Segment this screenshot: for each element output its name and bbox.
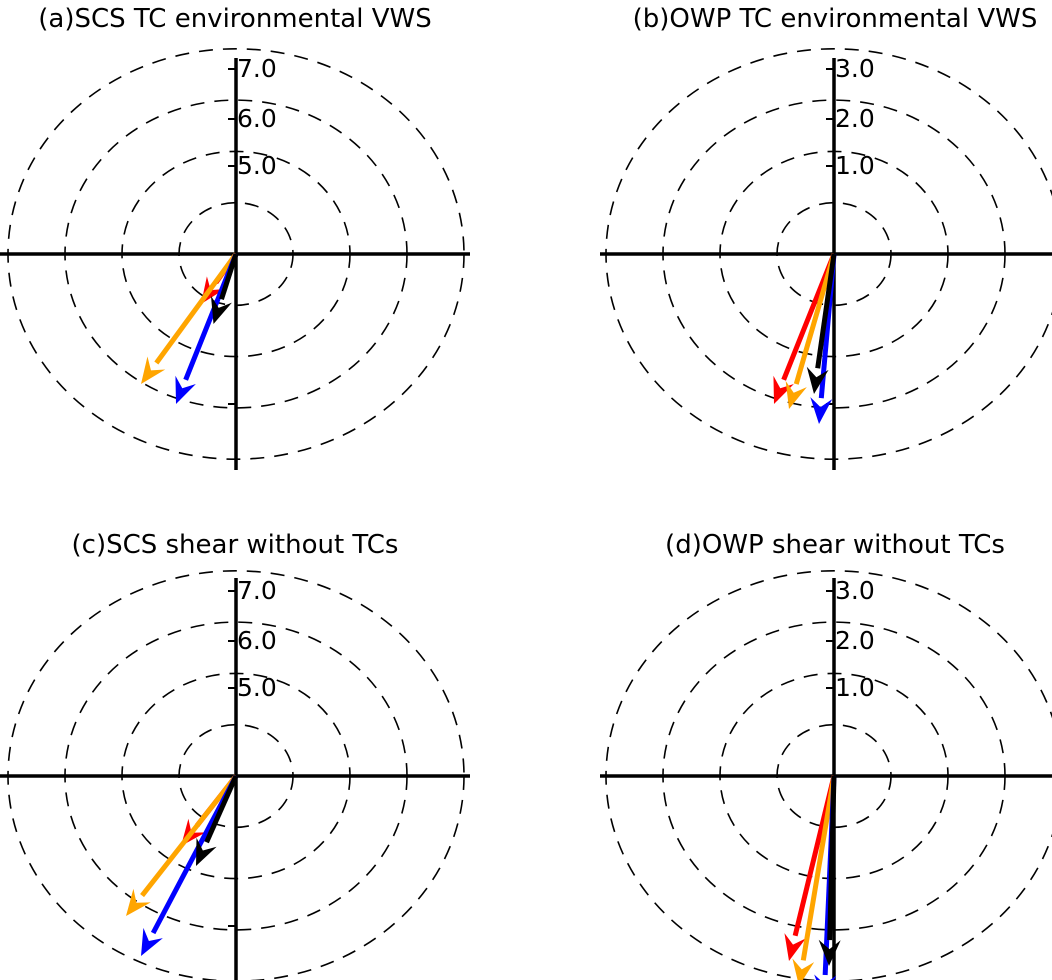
vector-shaft bbox=[800, 775, 837, 961]
radial-tick-label: 7.0 bbox=[237, 54, 277, 83]
shear-vector bbox=[196, 774, 239, 866]
panel-title: (a)SCS TC environmental VWS bbox=[38, 4, 432, 34]
vector-shaft bbox=[793, 253, 837, 385]
shear-vector bbox=[806, 253, 837, 394]
vector-shaft bbox=[827, 775, 837, 941]
radial-tick-label: 2.0 bbox=[835, 104, 875, 133]
radial-tick-label: 3.0 bbox=[835, 576, 875, 605]
polar-plot-d: 1.0 2.0 3.0 bbox=[600, 570, 1052, 980]
vector-arrowhead bbox=[773, 375, 794, 404]
radial-tick-label: 2.0 bbox=[835, 626, 875, 655]
vector-arrowhead bbox=[785, 380, 807, 409]
shear-vector bbox=[141, 252, 239, 384]
vector-arrowhead bbox=[126, 888, 151, 916]
radial-tick-label: 6.0 bbox=[237, 626, 277, 655]
vector-shaft bbox=[140, 774, 238, 898]
vector-arrowhead bbox=[792, 958, 815, 980]
panel-d: (d)OWP shear without TCs 1.0 2.0 3.0 bbox=[600, 520, 1052, 980]
vector-arrowhead bbox=[175, 375, 196, 404]
panel-b: (b)OWP TC environmental VWS 1.0 2.0 3.0 bbox=[600, 0, 1052, 470]
panel-c: (c)SCS shear without TCs 5.0 6.0 7.0 bbox=[0, 520, 470, 980]
vector-shaft bbox=[154, 252, 239, 365]
shear-vector bbox=[792, 775, 837, 980]
shear-vector bbox=[785, 253, 837, 409]
shear-vector bbox=[126, 774, 238, 916]
radial-tick-label: 3.0 bbox=[835, 54, 875, 83]
polar-plot-b: 1.0 2.0 3.0 bbox=[600, 48, 1052, 470]
vector-arrowhead bbox=[210, 295, 232, 324]
shear-vector bbox=[818, 775, 841, 966]
vector-arrowhead bbox=[806, 366, 829, 394]
vector-shaft bbox=[204, 774, 239, 844]
panel-a: (a)SCS TC environmental VWS 5.0 6.0 7.0 bbox=[0, 0, 470, 470]
vector-arrowhead bbox=[814, 974, 837, 980]
panel-title: (c)SCS shear without TCs bbox=[71, 530, 399, 560]
vector-arrowhead bbox=[141, 927, 163, 956]
radial-tick-label: 5.0 bbox=[237, 151, 277, 180]
radial-tick-label: 1.0 bbox=[835, 151, 875, 180]
polar-plot-a: 5.0 6.0 7.0 bbox=[0, 48, 470, 470]
vector-arrowhead bbox=[818, 939, 841, 966]
vector-arrowhead bbox=[141, 356, 166, 384]
panel-title: (d)OWP shear without TCs bbox=[665, 530, 1005, 560]
vector-shaft bbox=[815, 253, 837, 369]
radial-tick-label: 6.0 bbox=[237, 104, 277, 133]
panel-title: (b)OWP TC environmental VWS bbox=[632, 4, 1038, 34]
vector-arrowhead bbox=[196, 837, 217, 866]
vector-shaft bbox=[219, 253, 239, 301]
radial-tick-label: 7.0 bbox=[237, 576, 277, 605]
vector-arrowhead bbox=[784, 933, 806, 961]
radial-tick-label: 1.0 bbox=[835, 673, 875, 702]
shear-vector bbox=[210, 253, 239, 324]
radial-tick-label: 5.0 bbox=[237, 673, 277, 702]
polar-plot-c: 5.0 6.0 7.0 bbox=[0, 570, 470, 980]
vector-arrowhead bbox=[810, 397, 833, 424]
